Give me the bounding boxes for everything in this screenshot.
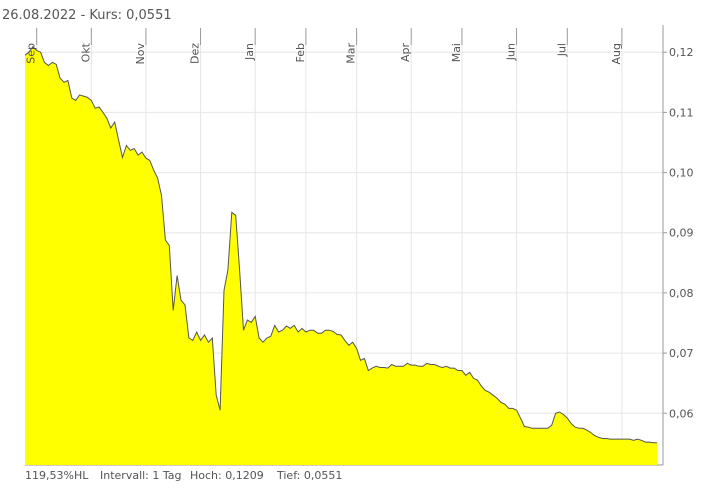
- footer-info: 119,53%HL: [25, 469, 89, 482]
- y-tick-label: 0,11: [669, 106, 694, 119]
- x-tick-label: Jan: [243, 43, 256, 61]
- x-tick-label: Okt: [79, 42, 92, 62]
- x-tick-label: Dez: [189, 43, 202, 64]
- y-tick-label: 0,09: [669, 227, 694, 240]
- x-tick-label: Jun: [505, 43, 518, 61]
- x-tick-label: Mar: [345, 43, 358, 64]
- footer-info: Tief: 0,0551: [276, 469, 342, 482]
- y-tick-label: 0,12: [669, 46, 694, 59]
- x-tick-label: Aug: [610, 43, 623, 64]
- y-tick-label: 0,10: [669, 167, 694, 180]
- line: [24, 46, 657, 444]
- y-tick-label: 0,08: [669, 287, 694, 300]
- footer-info: Hoch: 0,1209: [190, 469, 264, 482]
- x-tick-label: Feb: [294, 43, 307, 62]
- y-tick-label: 0,06: [669, 407, 694, 420]
- x-tick-label: Apr: [399, 43, 412, 63]
- x-tick-label: Nov: [134, 43, 147, 65]
- y-tick-label: 0,07: [669, 347, 694, 360]
- x-tick-label: Sep: [25, 43, 38, 64]
- footer-info: Intervall: 1 Tag: [100, 469, 182, 482]
- x-tick-label: Mai: [450, 43, 463, 62]
- x-tick-label: Jul: [555, 43, 568, 57]
- area: [25, 46, 657, 466]
- chart-title: 26.08.2022 - Kurs: 0,0551: [2, 8, 172, 23]
